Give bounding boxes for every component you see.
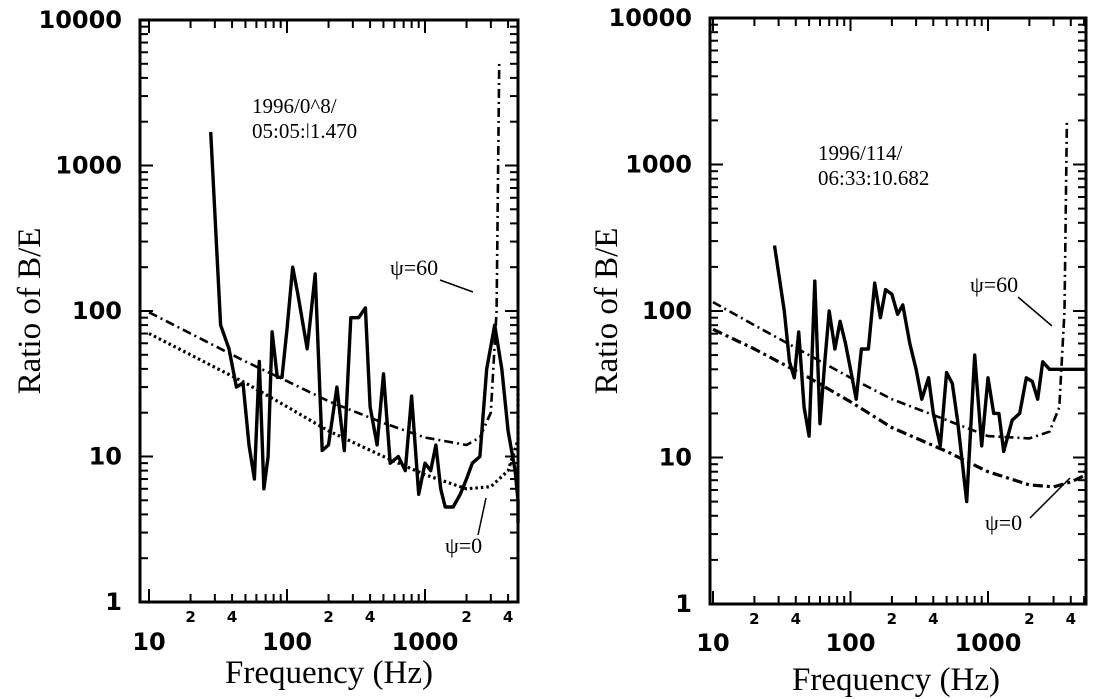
y-tick-label: 10000 <box>609 4 693 32</box>
y-tick-label: 1000 <box>625 151 692 179</box>
right-psi0-label: ψ=0 <box>985 510 1022 535</box>
y-tick-label: 1000 <box>55 152 122 180</box>
x-minor-tick-label: 4 <box>227 608 237 626</box>
left-psi0-arrow <box>477 497 487 536</box>
right-series-group <box>712 120 1088 504</box>
x-minor-tick-label: 2 <box>749 610 759 628</box>
x-minor-tick-label: 4 <box>791 610 801 628</box>
series-line-dashdot-heavy <box>712 327 1088 489</box>
left-psi0-label: ψ=0 <box>445 533 482 558</box>
y-tick-label: 1 <box>105 588 122 616</box>
left-x-axis-title: Frequency (Hz) <box>225 655 433 691</box>
series-line-dotted <box>148 332 520 491</box>
y-tick-label: 100 <box>642 297 692 325</box>
left-y-axis-title: Ratio of B/E <box>12 228 48 395</box>
left-psi60-label: ψ=60 <box>390 255 438 280</box>
right-x-axis-title: Frequency (Hz) <box>792 662 1000 698</box>
series-line-dashdot <box>148 63 501 447</box>
y-tick-label: 10000 <box>39 6 123 34</box>
right-annotation-line1: 1996/114/ <box>818 141 903 165</box>
right-psi60-label: ψ=60 <box>970 272 1018 297</box>
x-minor-tick-label: 4 <box>928 610 938 628</box>
x-tick-label: 1000 <box>955 629 1022 657</box>
right-y-axis-title: Ratio of B/E <box>589 228 625 395</box>
right-axis-ticks <box>710 18 1086 605</box>
x-minor-tick-label: 2 <box>1024 610 1034 628</box>
series-line-solid <box>209 131 520 523</box>
right-annotation-line2: 06:33:10.682 <box>818 166 929 190</box>
x-minor-tick-label: 2 <box>461 608 471 626</box>
left-annotation-line1: 1996/0^8/ <box>252 94 337 118</box>
x-minor-tick-label: 4 <box>365 608 375 626</box>
x-minor-tick-label: 4 <box>503 608 513 626</box>
x-tick-label: 1000 <box>392 628 459 656</box>
right-psi0-arrow <box>1029 477 1071 519</box>
left-series-group <box>148 63 520 523</box>
y-tick-label: 1 <box>675 590 692 618</box>
left-psi60-arrow <box>439 279 474 293</box>
left-axis-ticks <box>140 20 518 603</box>
y-tick-label: 10 <box>659 444 692 472</box>
x-minor-tick-label: 4 <box>1066 610 1076 628</box>
left-annotation-line2: 05:05:ǀ1.470 <box>252 119 357 143</box>
x-tick-label: 100 <box>262 628 312 656</box>
x-tick-label: 10 <box>132 628 165 656</box>
y-tick-label: 10 <box>89 443 122 471</box>
x-minor-tick-label: 2 <box>185 608 195 626</box>
x-minor-tick-label: 2 <box>887 610 897 628</box>
x-minor-tick-label: 2 <box>323 608 333 626</box>
series-line-solid <box>772 245 1086 504</box>
right-psi60-arrow <box>1017 296 1053 327</box>
x-tick-label: 100 <box>825 629 875 657</box>
x-tick-label: 10 <box>696 629 729 657</box>
series-line-dashdot <box>712 120 1069 440</box>
y-tick-label: 100 <box>72 297 122 325</box>
